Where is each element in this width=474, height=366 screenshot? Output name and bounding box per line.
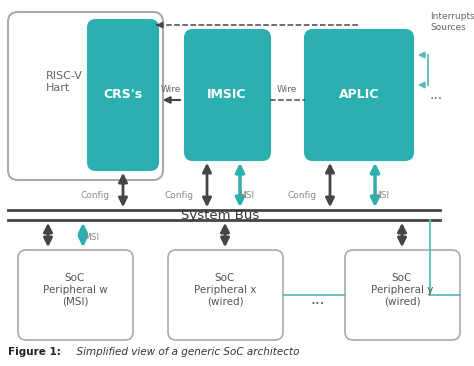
Text: System Bus: System Bus — [181, 209, 259, 221]
Text: SoC
Peripheral x
(wired): SoC Peripheral x (wired) — [194, 273, 256, 307]
Text: Simplified view of a generic SoC architecto: Simplified view of a generic SoC archite… — [70, 347, 300, 357]
FancyBboxPatch shape — [185, 30, 270, 160]
Text: SoC
Peripheral w
(MSI): SoC Peripheral w (MSI) — [43, 273, 108, 307]
Text: MSI: MSI — [373, 190, 389, 199]
Text: Wire: Wire — [161, 86, 181, 94]
FancyBboxPatch shape — [305, 30, 413, 160]
Text: RISC-V
Hart: RISC-V Hart — [46, 71, 83, 93]
Text: Wire: Wire — [277, 86, 297, 94]
FancyBboxPatch shape — [168, 250, 283, 340]
Text: Interrupts
Sources: Interrupts Sources — [430, 12, 474, 32]
Text: ...: ... — [310, 292, 325, 307]
FancyBboxPatch shape — [18, 250, 133, 340]
Text: Config: Config — [164, 190, 193, 199]
FancyBboxPatch shape — [88, 20, 158, 170]
FancyBboxPatch shape — [345, 250, 460, 340]
Text: IMSIC: IMSIC — [207, 89, 247, 101]
Text: Config: Config — [287, 190, 317, 199]
Text: Figure 1:: Figure 1: — [8, 347, 61, 357]
Text: ...: ... — [430, 88, 443, 102]
Text: MSI: MSI — [238, 190, 254, 199]
Text: APLIC: APLIC — [339, 89, 379, 101]
Text: CRS's: CRS's — [103, 89, 143, 101]
Text: Config: Config — [81, 190, 109, 199]
Text: SoC
Peripheral y
(wired): SoC Peripheral y (wired) — [371, 273, 433, 307]
Text: MSI: MSI — [83, 234, 99, 243]
FancyBboxPatch shape — [8, 12, 163, 180]
